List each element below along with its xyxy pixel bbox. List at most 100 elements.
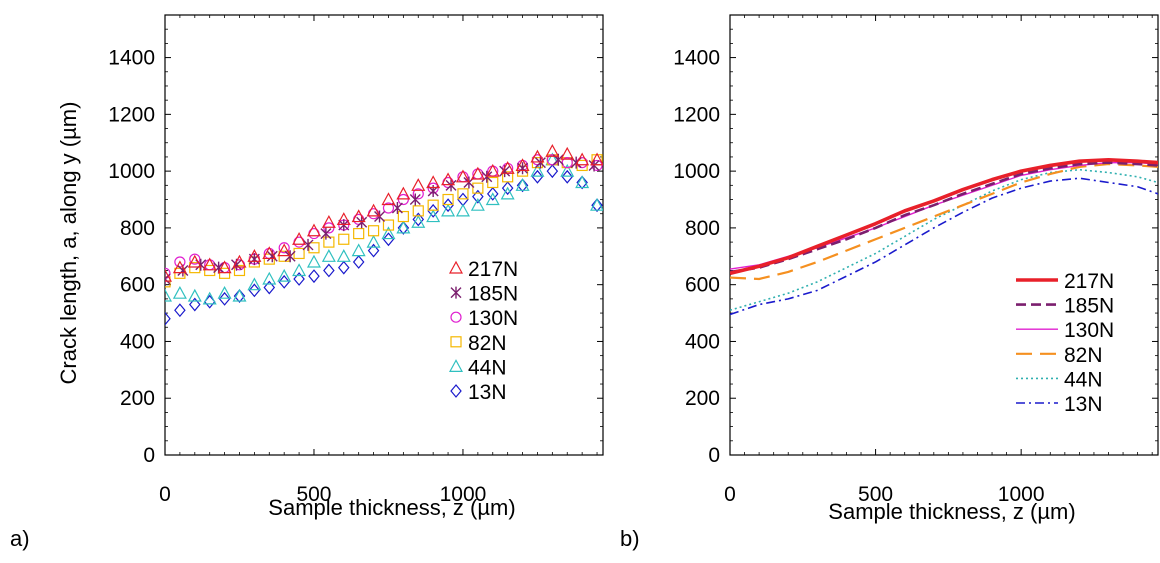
data-point (470, 197, 485, 211)
data-point (165, 288, 173, 302)
data-point (545, 144, 560, 157)
legend-label: 130N (1064, 319, 1114, 342)
data-point (189, 253, 201, 265)
data-point (248, 253, 260, 266)
series-13N (165, 164, 603, 326)
data-point (366, 234, 381, 248)
data-point (472, 182, 484, 194)
y-tick-label: 400 (120, 330, 155, 353)
data-point (591, 159, 603, 172)
data-point (500, 161, 515, 174)
data-point (515, 158, 530, 172)
y-axis-label: Crack length, a, along y (µm) (56, 102, 81, 385)
x-tick-label: 500 (296, 483, 331, 506)
legend-marker (448, 260, 464, 274)
data-point (530, 149, 545, 163)
y-tick-label: 800 (120, 217, 155, 240)
y-tick-label: 1400 (108, 47, 155, 70)
data-point (233, 264, 246, 277)
data-point (165, 268, 173, 282)
series-line-13N (730, 177, 1158, 316)
data-point (531, 169, 544, 184)
data-point (530, 163, 545, 177)
data-point (560, 146, 575, 160)
data-point (278, 274, 290, 289)
data-point (336, 249, 351, 262)
y-tick-label: 1200 (108, 103, 155, 126)
data-point (546, 164, 559, 179)
data-point (323, 263, 335, 278)
data-point (189, 297, 201, 312)
data-point (321, 249, 336, 262)
data-point (441, 203, 456, 217)
data-point (575, 152, 590, 166)
legend-marker (450, 286, 462, 299)
series-line-185N (730, 161, 1158, 274)
data-point (187, 288, 202, 302)
data-point (381, 192, 396, 206)
legend-marker (448, 359, 464, 372)
data-point (502, 171, 514, 183)
data-point (411, 214, 426, 228)
data-point (590, 197, 603, 211)
data-point (455, 203, 470, 217)
data-point (576, 175, 588, 190)
data-point (396, 186, 411, 200)
data-point (232, 254, 247, 268)
y-tick-label: 1000 (108, 160, 155, 183)
panel-a-label: a) (10, 526, 30, 551)
data-point (174, 303, 186, 318)
data-point (338, 233, 350, 245)
y-tick-label: 1200 (673, 103, 720, 126)
data-point (412, 205, 424, 217)
data-point (561, 157, 573, 169)
series-82N (165, 154, 603, 288)
data-point (381, 226, 396, 240)
data-point (412, 188, 424, 200)
data-point (218, 267, 231, 279)
data-point (204, 264, 216, 277)
data-point (202, 257, 217, 271)
legend-label: 13N (468, 381, 507, 404)
data-point (278, 242, 290, 254)
data-point (165, 311, 171, 326)
data-point (382, 202, 395, 214)
legend-label: 185N (1064, 295, 1114, 318)
data-point (248, 283, 261, 298)
data-point (576, 159, 588, 172)
data-point (470, 166, 485, 180)
data-point (302, 238, 314, 251)
series-line-44N (730, 168, 1158, 311)
data-point (516, 178, 529, 193)
data-point (293, 272, 305, 286)
data-point (292, 263, 307, 277)
y-tick-label: 600 (120, 274, 155, 297)
y-tick-label: 800 (685, 217, 720, 240)
data-point (232, 288, 247, 302)
series-line-217N (730, 157, 1158, 276)
data-point (397, 193, 409, 206)
data-point (441, 172, 456, 186)
y-tick-label: 200 (120, 387, 155, 410)
data-point (472, 189, 484, 204)
data-point (366, 203, 381, 217)
legend-marker (450, 336, 462, 348)
data-point (590, 152, 603, 166)
plot-frame (729, 14, 1159, 456)
data-point (485, 163, 500, 177)
data-point (382, 219, 395, 231)
legend-label: 13N (1064, 393, 1103, 416)
data-point (442, 193, 454, 206)
data-point (217, 285, 232, 299)
data-point (486, 186, 499, 201)
y-tick-label: 0 (143, 444, 155, 467)
data-point (218, 291, 231, 306)
legend-marker (450, 384, 462, 398)
data-point (353, 227, 365, 240)
x-tick-label: 1000 (440, 483, 487, 506)
series-185N (165, 153, 600, 285)
data-point (427, 199, 439, 211)
y-tick-label: 1400 (673, 47, 720, 70)
data-point (591, 198, 603, 213)
data-point (202, 291, 217, 305)
